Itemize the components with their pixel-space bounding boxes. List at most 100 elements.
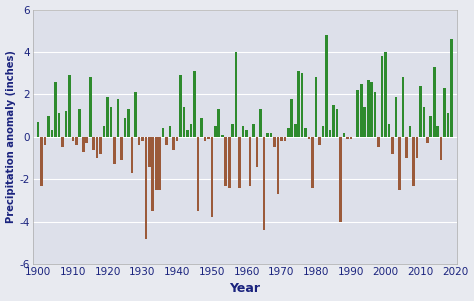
Bar (297, 71, 300, 137)
Bar (287, 128, 290, 137)
Bar (308, 137, 310, 139)
Bar (238, 137, 241, 188)
Bar (304, 128, 307, 137)
Bar (131, 137, 133, 173)
Bar (391, 137, 394, 154)
Bar (252, 124, 255, 137)
Bar (85, 137, 88, 143)
Bar (437, 126, 439, 137)
Bar (263, 137, 265, 230)
Bar (54, 82, 57, 137)
Bar (294, 124, 297, 137)
Bar (280, 137, 283, 141)
Bar (210, 137, 213, 217)
Bar (339, 137, 342, 222)
Bar (75, 137, 78, 145)
Bar (89, 77, 91, 137)
Bar (207, 137, 210, 139)
Bar (315, 77, 318, 137)
Bar (412, 137, 415, 186)
Bar (120, 137, 123, 160)
Bar (332, 105, 335, 137)
Bar (450, 39, 453, 137)
Bar (47, 116, 50, 137)
Bar (447, 113, 449, 137)
Bar (58, 113, 60, 137)
Bar (291, 99, 293, 137)
Bar (276, 137, 279, 194)
Bar (179, 75, 182, 137)
Bar (231, 124, 234, 137)
Bar (40, 137, 43, 186)
Bar (186, 130, 189, 137)
Bar (416, 137, 418, 158)
Bar (398, 137, 401, 190)
Bar (419, 86, 422, 137)
Bar (79, 109, 81, 137)
Bar (440, 137, 443, 160)
Bar (318, 137, 321, 145)
Bar (218, 109, 220, 137)
Bar (273, 137, 276, 147)
Bar (183, 107, 185, 137)
Bar (364, 107, 366, 137)
Bar (426, 137, 428, 143)
Bar (235, 52, 237, 137)
Bar (110, 107, 112, 137)
Bar (173, 137, 175, 150)
Bar (155, 137, 157, 190)
Bar (37, 122, 39, 137)
Bar (214, 126, 217, 137)
Bar (96, 137, 99, 158)
Bar (377, 137, 380, 147)
Bar (51, 130, 53, 137)
Bar (395, 97, 397, 137)
Bar (245, 130, 248, 137)
Bar (113, 137, 116, 164)
Bar (270, 133, 272, 137)
Bar (370, 82, 373, 137)
Bar (384, 52, 387, 137)
Bar (148, 137, 151, 166)
Bar (221, 135, 224, 137)
Bar (137, 137, 140, 145)
Bar (44, 137, 46, 145)
Bar (68, 75, 71, 137)
Bar (224, 137, 227, 186)
Bar (360, 84, 363, 137)
Bar (401, 77, 404, 137)
Bar (106, 97, 109, 137)
Bar (409, 126, 411, 137)
Bar (266, 133, 269, 137)
Bar (134, 92, 137, 137)
Bar (124, 118, 126, 137)
Bar (127, 109, 130, 137)
Bar (374, 92, 376, 137)
Bar (162, 128, 164, 137)
Bar (100, 137, 102, 154)
Bar (328, 130, 331, 137)
Bar (228, 137, 230, 188)
Bar (64, 111, 67, 137)
Bar (336, 109, 338, 137)
Bar (311, 137, 314, 188)
Bar (141, 137, 144, 141)
Bar (82, 137, 84, 152)
Bar (204, 137, 206, 141)
X-axis label: Year: Year (229, 282, 260, 296)
Bar (165, 137, 168, 145)
Bar (92, 137, 95, 150)
Bar (117, 99, 119, 137)
Bar (381, 56, 383, 137)
Bar (322, 126, 324, 137)
Bar (169, 126, 172, 137)
Bar (61, 137, 64, 147)
Y-axis label: Precipitation anomaly (inches): Precipitation anomaly (inches) (6, 50, 16, 223)
Bar (193, 71, 196, 137)
Bar (176, 137, 178, 141)
Bar (103, 126, 105, 137)
Bar (145, 137, 147, 239)
Bar (259, 109, 262, 137)
Bar (197, 137, 199, 211)
Bar (405, 137, 408, 158)
